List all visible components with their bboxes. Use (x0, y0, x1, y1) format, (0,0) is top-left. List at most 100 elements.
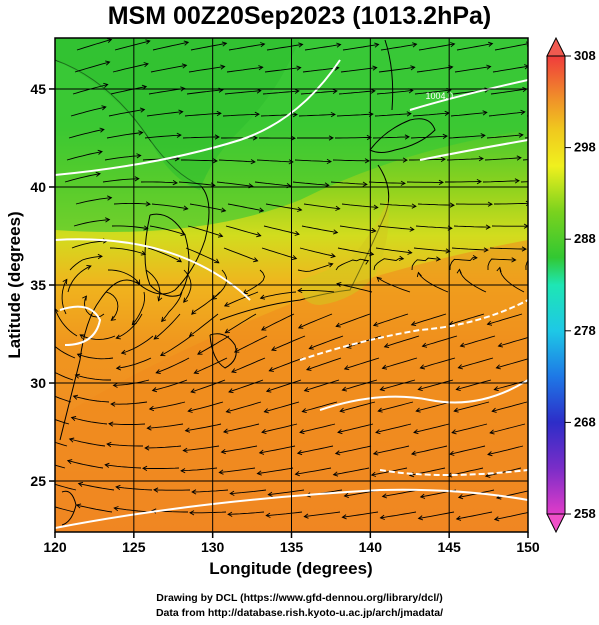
streamline (298, 313, 333, 329)
streamline (108, 109, 145, 117)
streamline (181, 467, 218, 472)
streamline (449, 313, 485, 325)
streamline (77, 353, 114, 360)
streamline-arrow (258, 449, 265, 455)
streamline-arrow (72, 394, 79, 400)
streamline (67, 265, 92, 293)
streamline-arrow (372, 65, 378, 71)
streamline (234, 335, 268, 353)
streamline (416, 401, 452, 412)
streamline (67, 460, 104, 469)
x-tick-label: 135 (280, 539, 304, 555)
streamline-arrow (112, 382, 118, 388)
streamline-arrow (483, 247, 489, 253)
streamline-arrow (62, 278, 68, 285)
streamline-arrow (55, 307, 59, 313)
streamline-arrow (290, 135, 296, 141)
streamline (121, 335, 154, 354)
streamline (332, 159, 370, 162)
streamline-arrow (328, 262, 334, 268)
streamline-arrow (455, 515, 462, 521)
streamline-arrow (115, 365, 122, 371)
streamline-arrow (214, 134, 220, 140)
streamline (55, 441, 68, 447)
streamline-arrow (227, 511, 233, 517)
streamline-arrow (476, 178, 482, 185)
streamline-arrow (39, 501, 44, 505)
streamline-arrow (135, 279, 141, 285)
streamline-arrow (220, 207, 227, 213)
streamline-arrow (176, 257, 182, 263)
streamline-arrow (371, 227, 377, 234)
streamline (109, 247, 146, 255)
streamline-arrow (115, 484, 121, 490)
streamline (78, 483, 115, 491)
streamline (342, 43, 379, 51)
streamline-arrow (440, 156, 446, 162)
streamline (156, 357, 190, 374)
streamline (450, 111, 487, 117)
streamline (335, 445, 372, 455)
streamline-arrow (448, 64, 454, 71)
streamline-arrow (303, 387, 310, 393)
streamline (380, 379, 416, 391)
streamline-arrow (383, 343, 390, 349)
streamline-arrow (409, 226, 415, 232)
streamline-arrow (261, 428, 267, 435)
streamline (216, 181, 253, 187)
streamline (302, 67, 339, 73)
streamline-arrow (183, 205, 189, 211)
isobar (59, 305, 102, 346)
streamline (459, 269, 487, 293)
streamline-arrow (330, 111, 336, 118)
streamline (422, 335, 458, 347)
y-tick-label: 45 (30, 81, 46, 97)
streamline (75, 197, 112, 205)
streamline (342, 511, 379, 518)
streamline-arrow (362, 181, 368, 187)
streamline (375, 423, 412, 433)
streamline (74, 61, 110, 73)
colorbar-ticks: 308 298 288 278 268 258 (565, 48, 596, 521)
streamline (492, 65, 528, 73)
streamline-arrow (298, 42, 304, 48)
map-title: MSM 00Z20Sep2023 (1013.2hPa) (107, 2, 492, 30)
streamline-arrow (379, 514, 385, 520)
streamline-arrow (523, 223, 528, 229)
streamline-arrow (564, 42, 568, 46)
isobar (319, 379, 528, 411)
streamline (227, 203, 264, 212)
streamline-arrow (379, 386, 385, 392)
streamline (70, 106, 106, 117)
streamline-arrow (33, 434, 38, 438)
streamline (107, 269, 141, 285)
streamline (228, 511, 265, 515)
streamline-arrow (86, 264, 92, 270)
streamline (445, 181, 482, 183)
streamline (106, 132, 143, 139)
streamline (489, 247, 527, 250)
streamline (414, 89, 451, 95)
streamline (494, 511, 528, 520)
streamline-arrow (491, 407, 497, 413)
streamline (410, 135, 448, 139)
streamline (372, 136, 410, 139)
streamline (418, 43, 455, 51)
streamline-arrow (106, 441, 112, 448)
streamline (411, 313, 447, 326)
streamline-arrow (341, 514, 347, 520)
isobar (419, 139, 528, 161)
streamline (191, 291, 221, 315)
streamline (131, 291, 146, 325)
streamline (231, 357, 266, 373)
streamline-arrow (110, 401, 116, 407)
streamline (340, 401, 376, 412)
streamline-arrow (148, 405, 155, 412)
streamline (412, 112, 449, 117)
streamline (484, 157, 521, 161)
streamline (486, 134, 523, 139)
streamline-arrow (514, 178, 520, 184)
streamline (337, 247, 374, 255)
streamline (382, 357, 418, 369)
